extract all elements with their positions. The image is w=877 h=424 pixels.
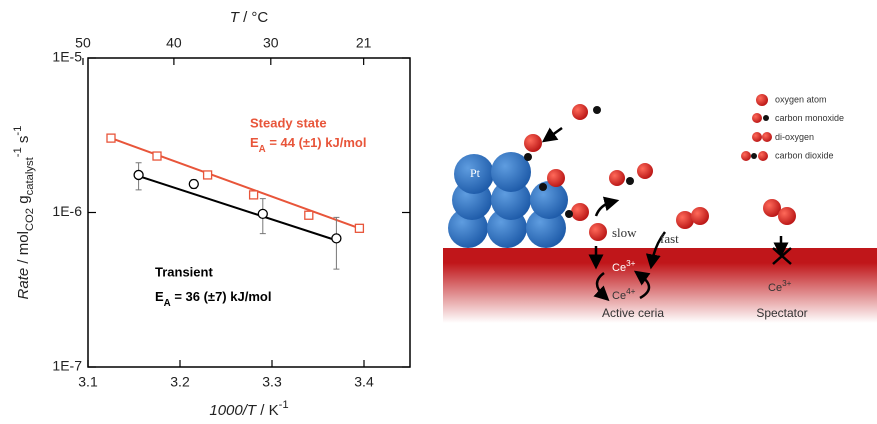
slow-label: slow — [612, 225, 637, 240]
y-tick-label: 1E-5 — [52, 49, 82, 65]
text-part: 3+ — [626, 259, 636, 268]
point — [188, 178, 199, 190]
spectator-ce3: Ce3+ — [768, 279, 792, 294]
x-tick-label: 3.3 — [262, 374, 282, 390]
text-part: catalyst — [24, 156, 36, 195]
diagram-legend-label: carbon dioxide — [775, 150, 834, 160]
arrows — [541, 126, 792, 302]
fast-label: fast — [660, 231, 679, 246]
text-part: / mol — [15, 231, 32, 268]
molecules — [524, 104, 796, 241]
active-label: Active ceria — [602, 306, 664, 320]
x2-axis-title: T / °C — [230, 9, 269, 26]
text-part: g — [15, 195, 32, 208]
diagram-legend — [741, 94, 772, 161]
text-part: E — [250, 135, 259, 150]
fit-line — [138, 175, 337, 242]
diagram-legend-label: di-oxygen — [775, 132, 814, 142]
text-part: / °C — [239, 9, 269, 26]
legend-label: Transient — [155, 264, 213, 279]
text-part: -1 — [12, 147, 24, 157]
text-part: Ce — [612, 290, 626, 302]
text-part: A — [259, 144, 266, 155]
y-tick-label: 1E-7 — [52, 358, 82, 374]
point — [106, 133, 116, 143]
text-part: A — [164, 298, 171, 309]
point — [133, 169, 144, 181]
point — [304, 210, 314, 220]
text-part: 4+ — [626, 287, 636, 296]
text-part: Ce — [612, 262, 626, 274]
text-part: 1000/T — [209, 402, 258, 419]
active-ce4: Ce4+ — [612, 287, 636, 302]
point — [354, 223, 365, 233]
diagram-legend-label: oxygen atom — [775, 94, 827, 104]
point — [248, 190, 259, 200]
fit-line — [110, 137, 360, 230]
x-tick-label: 3.1 — [78, 374, 98, 390]
text-part: E — [155, 289, 164, 304]
text-part: -1 — [279, 399, 289, 411]
y-axis-title: Rate / molCO2 gcatalyst-1 s-1 — [12, 126, 36, 300]
annotation: EA = 44 (±1) kJ/mol — [250, 135, 366, 155]
diagram-legend-label: carbon monoxide — [775, 113, 844, 123]
legend-label: Steady state — [250, 115, 327, 130]
text-part: s — [15, 136, 32, 148]
text-part: = 44 (±1) kJ/mol — [266, 135, 367, 150]
text-part: 3+ — [782, 279, 792, 288]
point — [331, 233, 342, 244]
x2-tick-label: 40 — [166, 35, 182, 51]
text-part: T — [230, 9, 241, 26]
text-part: Ce — [768, 282, 782, 294]
active-ce3: Ce3+ — [612, 259, 636, 274]
text-part: = 36 (±7) kJ/mol — [171, 289, 272, 304]
text-part: Rate — [15, 268, 32, 300]
x-tick-label: 3.2 — [170, 374, 190, 390]
diagram: Pt slow fast Ce3+ Ce4+ Active ceria Ce3 — [443, 94, 877, 323]
x-axis-title: 1000/T / K-1 — [209, 399, 288, 419]
text-part: / K — [256, 402, 279, 419]
point — [202, 170, 213, 180]
x2-tick-label: 30 — [263, 35, 279, 51]
plot: 3.1 3.2 3.3 3.4 50 40 30 21 1E-7 1E-6 1E-5 1000/T /… — [12, 9, 410, 419]
point — [257, 208, 268, 220]
text-part: -1 — [12, 126, 24, 136]
y-tick-label: 1E-6 — [52, 203, 82, 219]
x-tick-label: 3.4 — [354, 374, 374, 390]
x2-tick-label: 50 — [75, 35, 91, 51]
pt-particle — [448, 152, 568, 248]
text-part: 2 — [24, 208, 36, 214]
x2-tick-label: 21 — [356, 35, 372, 51]
annotation: EA = 36 (±7) kJ/mol — [155, 289, 271, 309]
pt-label: Pt — [470, 166, 481, 180]
spectator-label: Spectator — [756, 306, 807, 320]
text-part: CO — [24, 214, 36, 231]
point — [152, 151, 162, 161]
